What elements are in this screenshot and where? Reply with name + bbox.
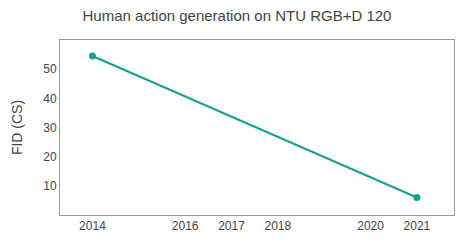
svg-text:FID (CS): FID (CS) bbox=[9, 100, 25, 155]
svg-text:30: 30 bbox=[43, 121, 57, 135]
svg-text:2014: 2014 bbox=[79, 219, 106, 233]
svg-text:2016: 2016 bbox=[172, 219, 199, 233]
svg-text:20: 20 bbox=[43, 150, 57, 164]
svg-text:Human action generation on NTU: Human action generation on NTU RGB+D 120 bbox=[83, 7, 392, 24]
svg-text:50: 50 bbox=[43, 62, 57, 76]
svg-text:40: 40 bbox=[43, 92, 57, 106]
svg-text:2020: 2020 bbox=[357, 219, 384, 233]
svg-text:2017: 2017 bbox=[218, 219, 245, 233]
svg-text:10: 10 bbox=[43, 179, 57, 193]
svg-text:2018: 2018 bbox=[265, 219, 292, 233]
svg-text:2021: 2021 bbox=[404, 219, 431, 233]
